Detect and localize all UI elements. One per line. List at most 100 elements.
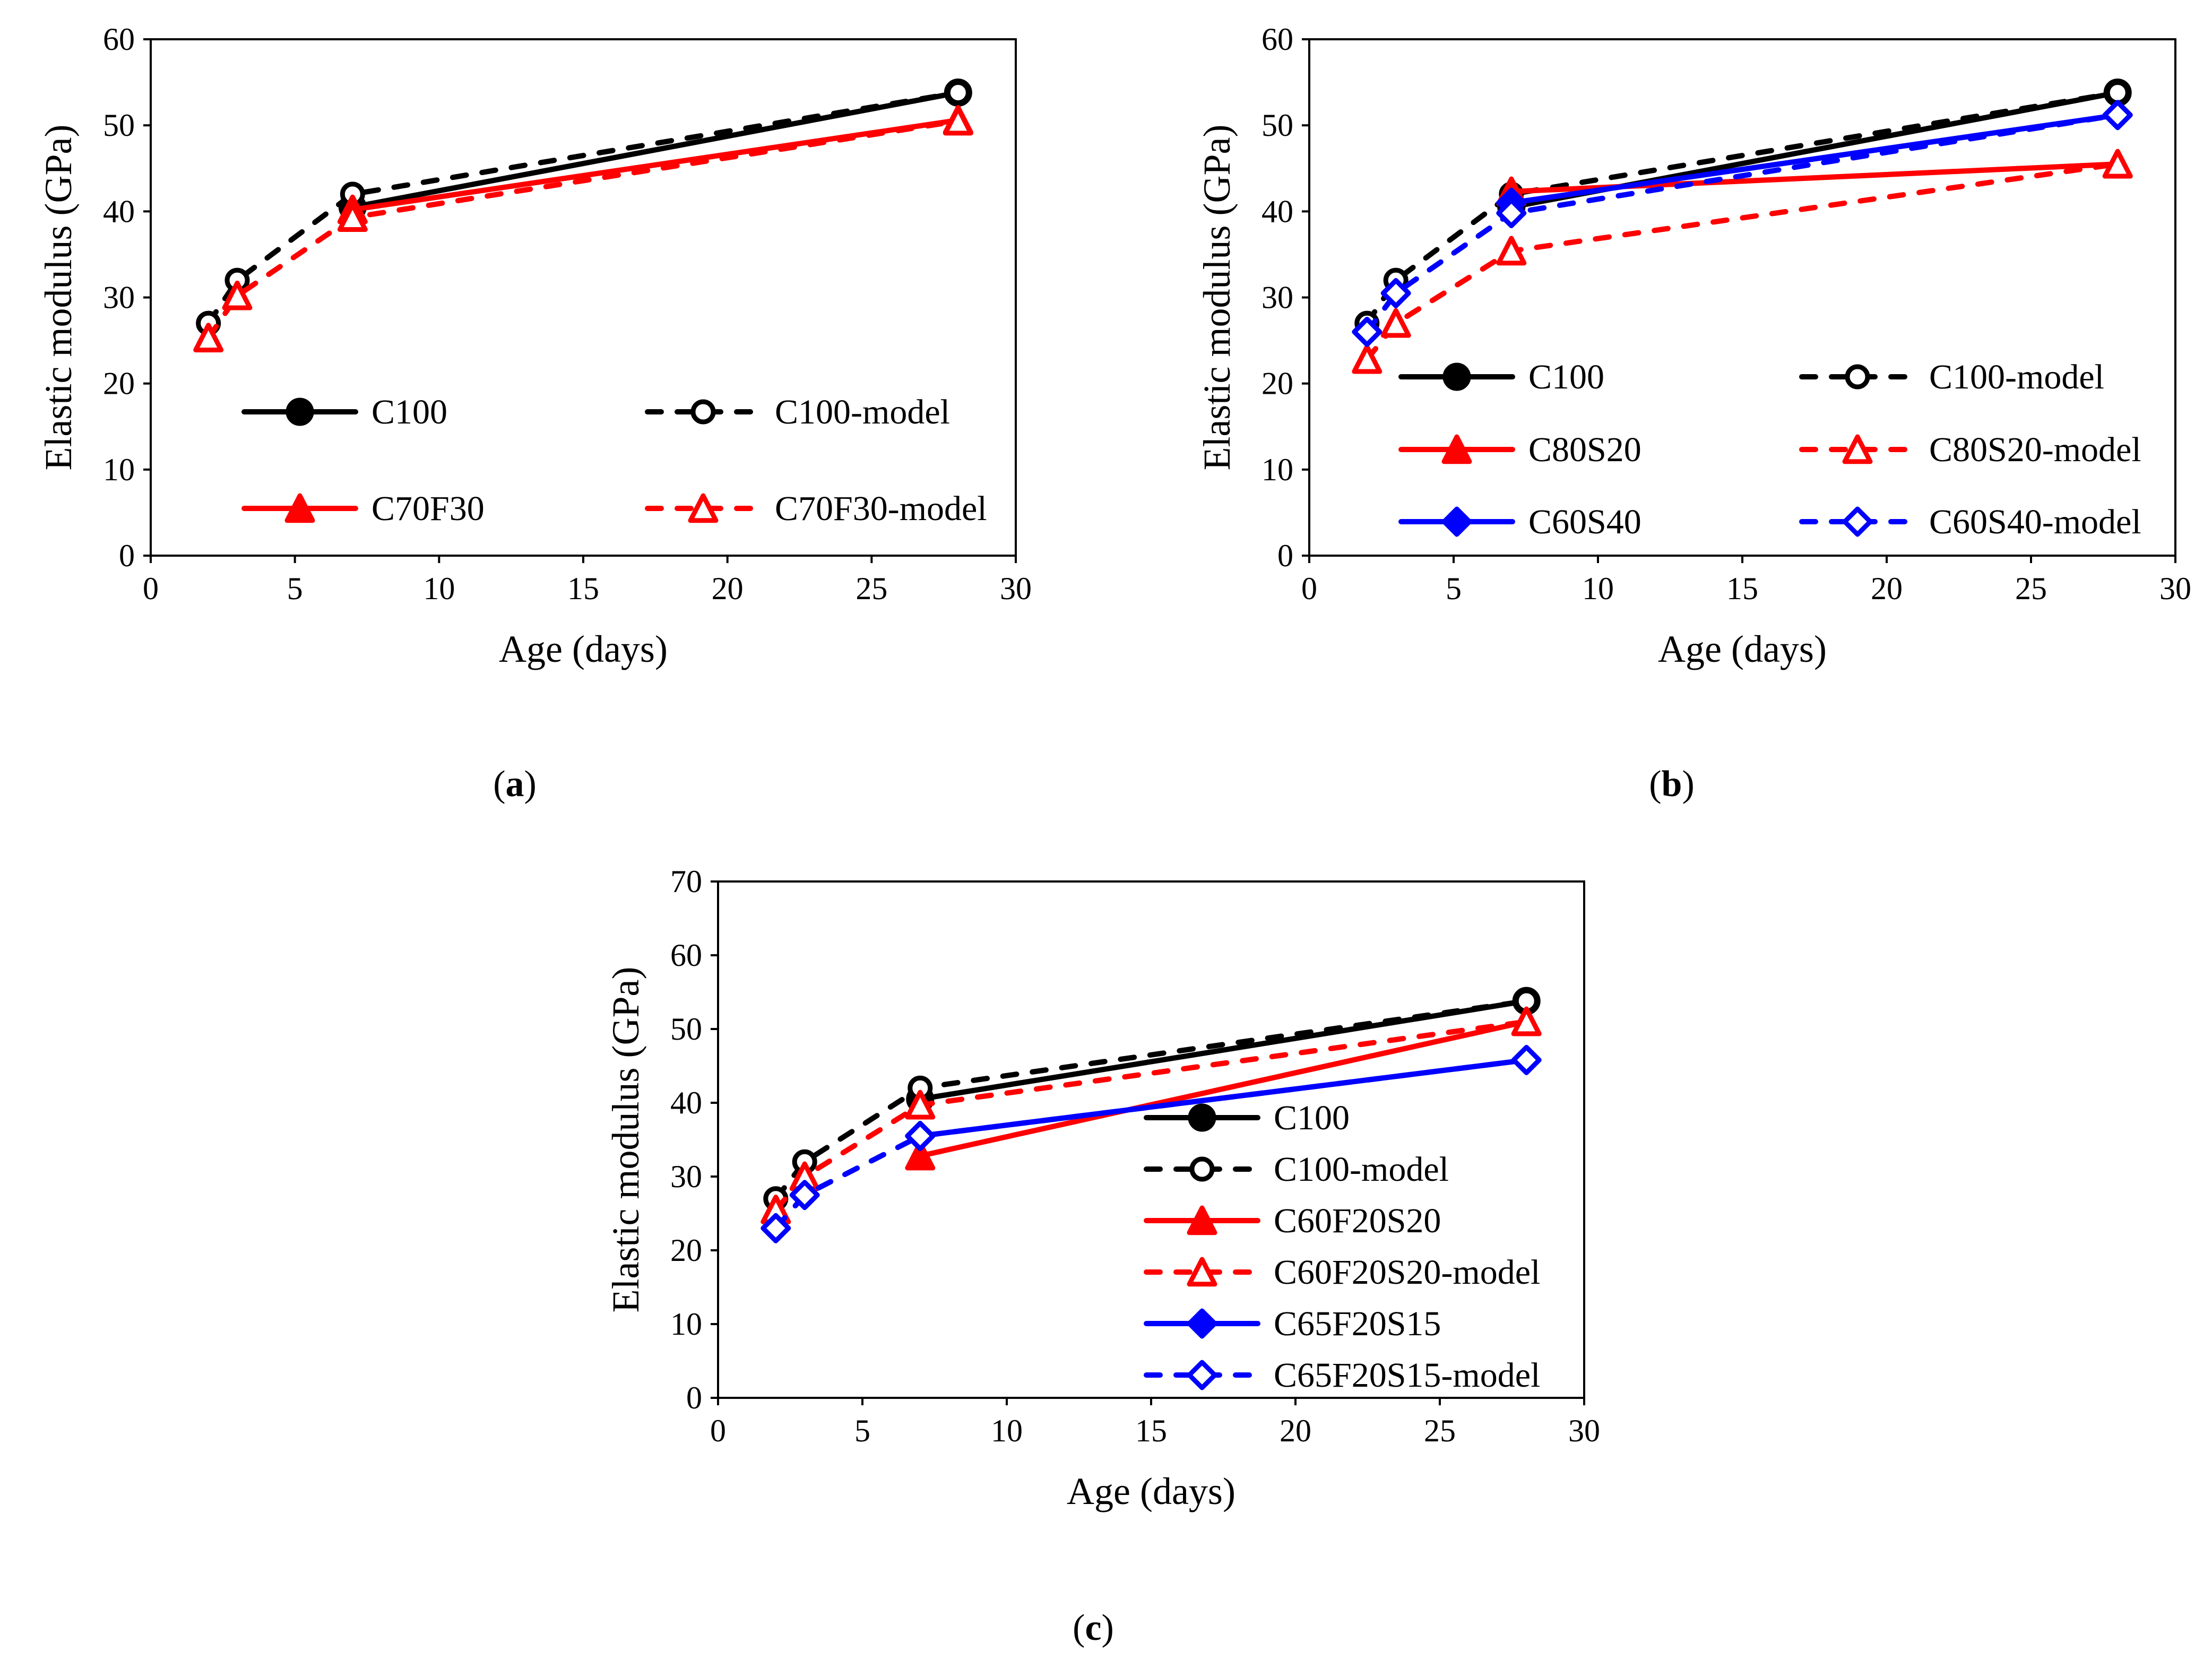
legend-label: C60F20S20: [1274, 1201, 1441, 1240]
legend-item: C100: [1398, 358, 1604, 396]
data-point: [2105, 80, 2130, 106]
data-point: [1511, 1006, 1542, 1036]
y-tick-label: 50: [103, 108, 135, 143]
x-tick-label: 20: [1871, 571, 1903, 606]
y-tick-label: 10: [103, 452, 135, 487]
panel-caption: (a): [493, 764, 537, 805]
x-tick-label: 15: [1726, 571, 1758, 606]
legend-item: C100-model: [1144, 1150, 1449, 1189]
y-axis-title: Elastic modulus (GPa): [37, 125, 80, 471]
y-tick-label: 30: [1261, 280, 1293, 315]
legend-item: C100: [1144, 1099, 1350, 1137]
legend-item: C60S40: [1398, 503, 1641, 541]
y-tick-label: 10: [1261, 452, 1293, 487]
series-c65f20s15-model: [761, 1044, 1542, 1243]
plot-area-frame: [717, 880, 1585, 1399]
data-point: [943, 106, 973, 136]
x-tick-label: 25: [2015, 571, 2047, 606]
y-tick-label: 40: [1261, 194, 1293, 229]
series-line: [1364, 161, 2121, 362]
y-tick-label: 40: [103, 194, 135, 229]
x-tick-label: 0: [710, 1413, 726, 1448]
legend-item: C80S20: [1398, 430, 1641, 469]
legend-item: C65F20S15: [1144, 1304, 1441, 1343]
series-c100-model: [196, 80, 971, 336]
series-c80s20-model: [1352, 149, 2133, 374]
y-tick-label: 20: [1261, 366, 1293, 401]
x-tick-label: 20: [712, 571, 744, 606]
series-line: [773, 998, 1530, 1201]
y-tick-label: 20: [670, 1233, 702, 1268]
legend-label: C80S20: [1528, 430, 1641, 469]
legend-label: C60S40: [1528, 503, 1641, 541]
chart-panel-b: 0 5 10 15 20 25 30 0 10 20 30 40 50 60 Age (days) Elast…: [1196, 22, 2191, 805]
y-tick-label: 10: [670, 1307, 702, 1342]
y-tick-label: 0: [686, 1380, 702, 1415]
panel-letter: a: [506, 764, 524, 805]
data-point: [789, 1180, 820, 1211]
legend-circle-marker-icon: [1845, 364, 1870, 390]
x-tick-label: 10: [1582, 571, 1614, 606]
data-point: [2102, 149, 2133, 179]
data-point: [905, 1140, 936, 1171]
x-axis-title: Age (days): [1067, 1470, 1235, 1512]
y-tick-label: 60: [1261, 22, 1293, 57]
legend-item: C65F20S15-model: [1144, 1356, 1540, 1395]
legend-label: C100: [371, 393, 447, 431]
legend-label: C70F30-model: [775, 489, 987, 528]
legend: C100 C100-model C80S20 C80S20-model C60S40 C6…: [1398, 358, 2141, 541]
legend-label: C100: [1274, 1099, 1350, 1137]
series-line: [350, 90, 961, 210]
legend: C100 C100-model C60F20S20 C60F20S20-model C6…: [1144, 1099, 1540, 1395]
data-point: [1496, 236, 1527, 266]
x-tick-label: 0: [1301, 571, 1317, 606]
data-point: [905, 1090, 936, 1120]
y-tick-label: 30: [103, 280, 135, 315]
data-point: [1511, 1044, 1542, 1075]
legend-item: C70F30-model: [645, 489, 987, 528]
chart-panel-c: 0 5 10 15 20 25 30 0 10 20 30 40 50 60 70 Age (days) Ela…: [604, 864, 1600, 1648]
legend-item: C70F30: [241, 489, 485, 528]
legend-circle-marker-icon: [1442, 362, 1471, 391]
y-axis-title: Elastic modulus (GPa): [1196, 125, 1238, 471]
y-tick-label: 30: [670, 1159, 702, 1194]
chart-panel-a: 0 5 10 15 20 25 30 0 10 20 30 40 50 60 Age (days) Elast…: [37, 22, 1032, 805]
legend-label: C100-model: [1929, 358, 2104, 396]
y-tick-label: 60: [670, 938, 702, 973]
series-line: [205, 90, 961, 326]
legend-label: C100-model: [775, 393, 950, 431]
legend-label: C60F20S20-model: [1274, 1253, 1540, 1292]
x-tick-label: 5: [1446, 571, 1462, 606]
legend-diamond-marker-icon: [1187, 1308, 1217, 1339]
y-tick-label: 20: [103, 366, 135, 401]
y-tick-label: 50: [1261, 108, 1293, 143]
legend-triangle-marker-icon: [1842, 434, 1873, 464]
legend-circle-marker-icon: [1189, 1156, 1215, 1182]
data-point: [193, 323, 224, 353]
y-tick-label: 40: [670, 1085, 702, 1120]
legend-diamond-marker-icon: [1842, 506, 1873, 537]
series-c100: [906, 987, 1541, 1113]
series-line: [205, 118, 961, 341]
series-line: [773, 1057, 1530, 1231]
legend-triangle-marker-icon: [688, 493, 719, 523]
data-point: [222, 280, 253, 310]
legend-circle-marker-icon: [690, 399, 716, 425]
data-point: [1380, 308, 1411, 338]
legend-triangle-marker-icon: [1187, 1257, 1217, 1287]
x-tick-label: 15: [567, 571, 599, 606]
y-axis-title: Elastic modulus (GPa): [604, 967, 647, 1313]
data-point: [761, 1213, 791, 1243]
legend-item: C60S40-model: [1799, 503, 2141, 541]
legend-label: C60S40-model: [1929, 503, 2141, 541]
x-tick-label: 0: [143, 571, 159, 606]
legend-triangle-marker-icon: [1187, 1205, 1217, 1235]
data-point: [1380, 278, 1411, 308]
x-tick-label: 10: [423, 571, 455, 606]
series-line: [350, 117, 961, 213]
y-tick-label: 60: [103, 22, 135, 57]
panel-caption: (c): [1073, 1607, 1114, 1648]
legend-label: C65F20S15-model: [1274, 1356, 1540, 1395]
x-tick-label: 5: [854, 1413, 870, 1448]
